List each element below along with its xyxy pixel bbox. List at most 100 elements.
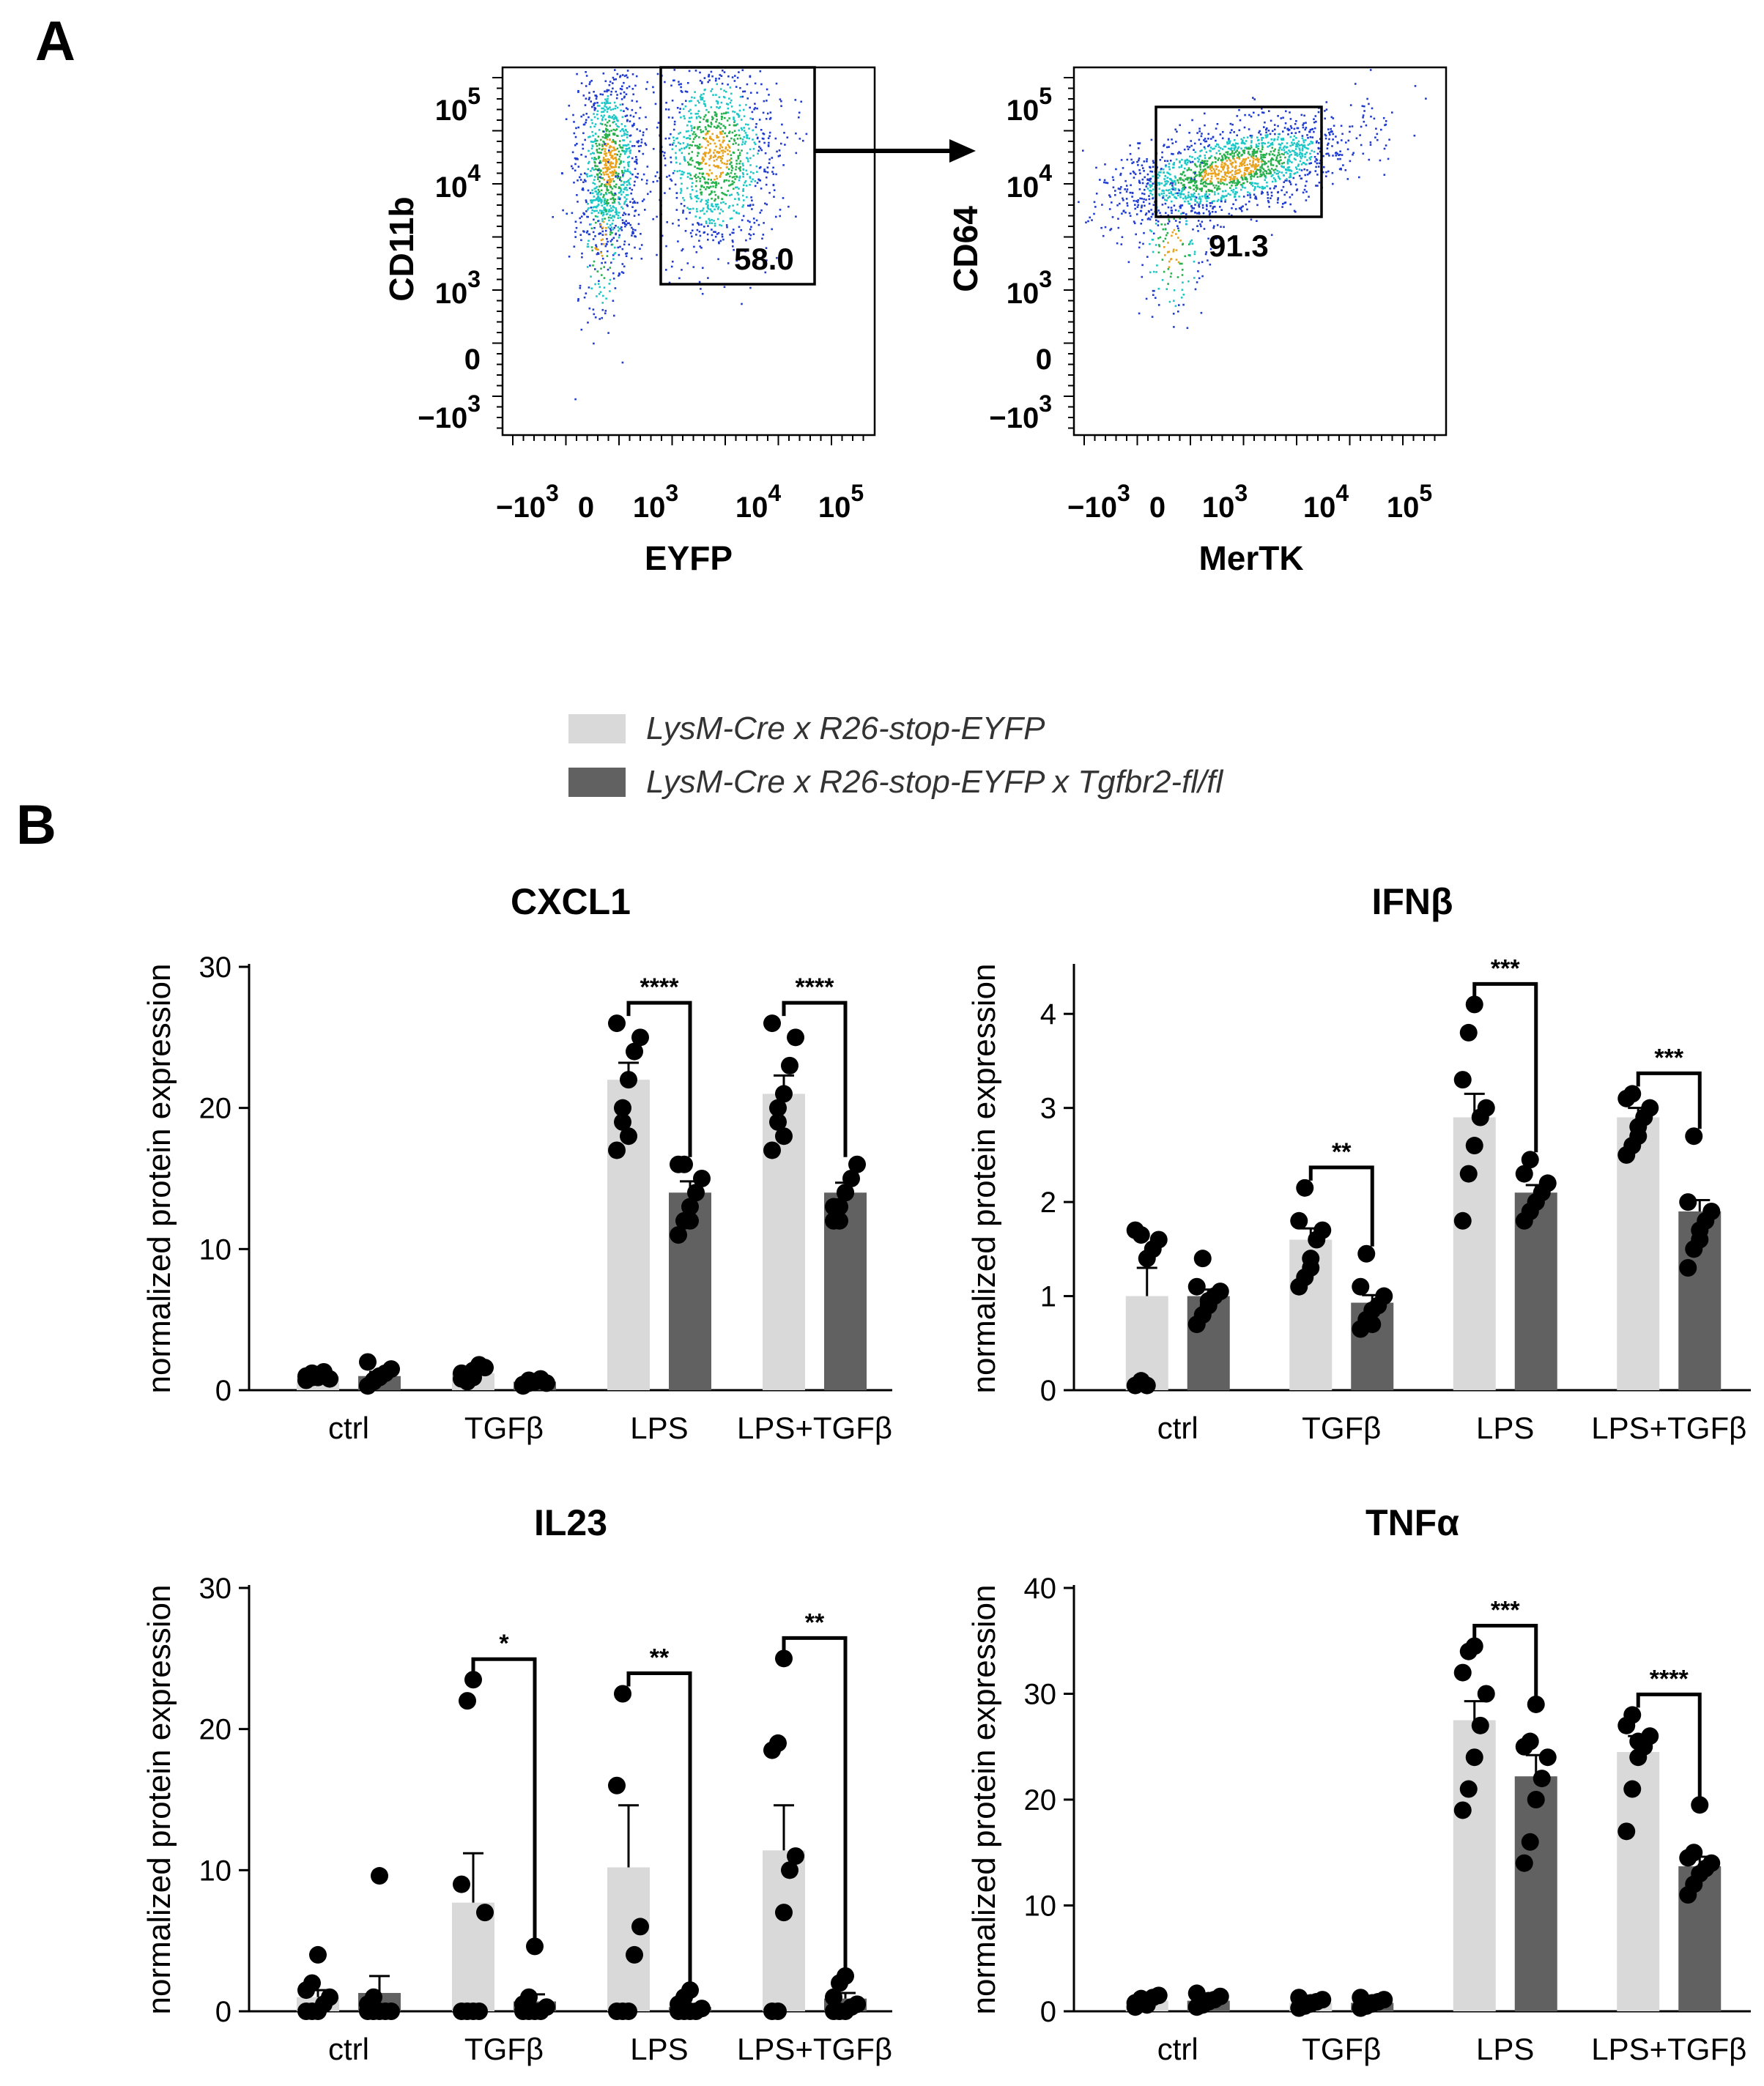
flow-y-tick-label: −103 (418, 390, 481, 434)
significance-label: ** (805, 1608, 825, 1636)
chart-tnfa: TNFα normalized protein expression 0 10 20 30… (966, 1502, 1751, 2066)
bar (1453, 1720, 1496, 2011)
data-point (1623, 1085, 1642, 1103)
data-point (1302, 1994, 1320, 2012)
data-point (1290, 1211, 1308, 1230)
data-point (631, 1028, 649, 1047)
data-point (476, 1904, 494, 1922)
data-point (464, 1671, 482, 1689)
y-tick-label: 30 (199, 1573, 232, 1605)
data-point (1363, 1315, 1382, 1334)
data-point (631, 1918, 649, 1936)
data-point (371, 1867, 388, 1885)
data-point (620, 1127, 637, 1146)
flow-plot-eyfp-cd11b: 58.0 105 104 103 0 −103 −103 0 103 104 105 EYFP C… (382, 66, 876, 577)
data-point (848, 1995, 866, 2013)
data-point (837, 1967, 854, 1985)
x-tick-label: LPS+TGFβ (1591, 2032, 1746, 2066)
data-point (1138, 1376, 1156, 1395)
data-point (687, 1184, 705, 1202)
data-point (1149, 1986, 1168, 2005)
data-point (526, 1937, 544, 1956)
flow-y-label: CD64 (946, 206, 985, 292)
data-point (1477, 1685, 1495, 1703)
flow-y-tick-labels: 105 104 103 0 −103 (418, 83, 481, 434)
data-point (608, 1014, 626, 1033)
data-point (476, 1359, 494, 1377)
data-point (675, 1155, 693, 1173)
data-point (787, 1028, 804, 1047)
data-point (464, 1368, 482, 1387)
data-point (825, 1988, 842, 2006)
significance-bracket (471, 1657, 537, 1940)
flow-y-tick-label: 103 (435, 266, 481, 310)
data-point (608, 1776, 626, 1794)
y-tick-label: 30 (1024, 1679, 1057, 1711)
data-point (359, 1353, 377, 1371)
flow-x-tick-label: −103 (496, 480, 559, 524)
data-point (1623, 1706, 1642, 1724)
flow-x-tick-label: 103 (633, 480, 678, 524)
y-tick-label: 10 (199, 1233, 232, 1266)
significance-label: ** (1332, 1138, 1352, 1166)
data-point (620, 1071, 637, 1089)
flow-x-tick-label: −103 (1067, 480, 1130, 524)
y-tick-label: 3 (1040, 1093, 1056, 1125)
chart-title: IL23 (534, 1502, 607, 1543)
x-tick-label: LPS (630, 2032, 688, 2066)
data-point (775, 1085, 793, 1103)
data-point (1375, 1287, 1393, 1305)
data-point (781, 1861, 798, 1879)
significance-bracket (1308, 1165, 1374, 1247)
flow-x-tick-label: 105 (818, 480, 864, 524)
data-point (787, 1847, 804, 1866)
data-point (1149, 1231, 1168, 1249)
data-point (1515, 1854, 1533, 1872)
data-point (1453, 1211, 1472, 1230)
y-axis-label: normalized protein expression (966, 964, 1002, 1394)
data-point (1691, 1796, 1709, 1814)
data-point (1629, 1732, 1648, 1751)
data-point (365, 1988, 382, 2006)
data-point (831, 1211, 848, 1230)
data-point (1538, 1748, 1557, 1767)
data-point (309, 1945, 327, 1964)
legend: LysM-Cre x R26-stop-EYFP LysM-Cre x R26-… (568, 710, 1224, 800)
y-tick-label: 2 (1040, 1187, 1056, 1219)
data-point (1685, 1127, 1703, 1146)
y-axis-label: normalized protein expression (141, 1585, 177, 2015)
bar (1453, 1117, 1496, 1390)
data-point (1538, 1174, 1557, 1192)
y-tick-label: 0 (215, 1996, 231, 2028)
data-point (620, 2003, 637, 2020)
data-point (1211, 1283, 1229, 1301)
significance-label: *** (1491, 954, 1520, 982)
data-point (842, 1170, 860, 1187)
data-point (1527, 1193, 1545, 1211)
flow-x-tick-labels: −103 0 103 104 105 (1067, 480, 1432, 524)
data-point (1465, 995, 1483, 1014)
gate-arrow (815, 139, 976, 163)
flow-x-tick-label: 105 (1387, 480, 1432, 524)
flow-x-tick-labels: −103 0 103 104 105 (496, 480, 864, 524)
data-point (1527, 1695, 1545, 1713)
data-point (614, 1685, 631, 1703)
significance-bracket (1472, 1623, 1538, 1697)
gate-value: 58.0 (734, 242, 794, 276)
data-point (1132, 1226, 1150, 1244)
x-tick-label: ctrl (328, 2032, 369, 2066)
gate-value: 91.3 (1209, 229, 1269, 263)
significance-bracket (1636, 1071, 1702, 1129)
y-tick-label: 40 (1024, 1573, 1057, 1605)
data-point (1296, 1179, 1314, 1197)
data-point (1313, 1221, 1332, 1239)
flow-y-tick-label: −103 (989, 390, 1052, 434)
data-point (837, 1184, 854, 1202)
data-point (1691, 1231, 1709, 1249)
chart-title: TNFα (1365, 1502, 1459, 1543)
panel-label-b: B (16, 794, 56, 856)
significance-label: * (499, 1630, 509, 1658)
x-tick-label: LPS+TGFβ (737, 1411, 892, 1445)
data-point (1352, 1277, 1370, 1296)
